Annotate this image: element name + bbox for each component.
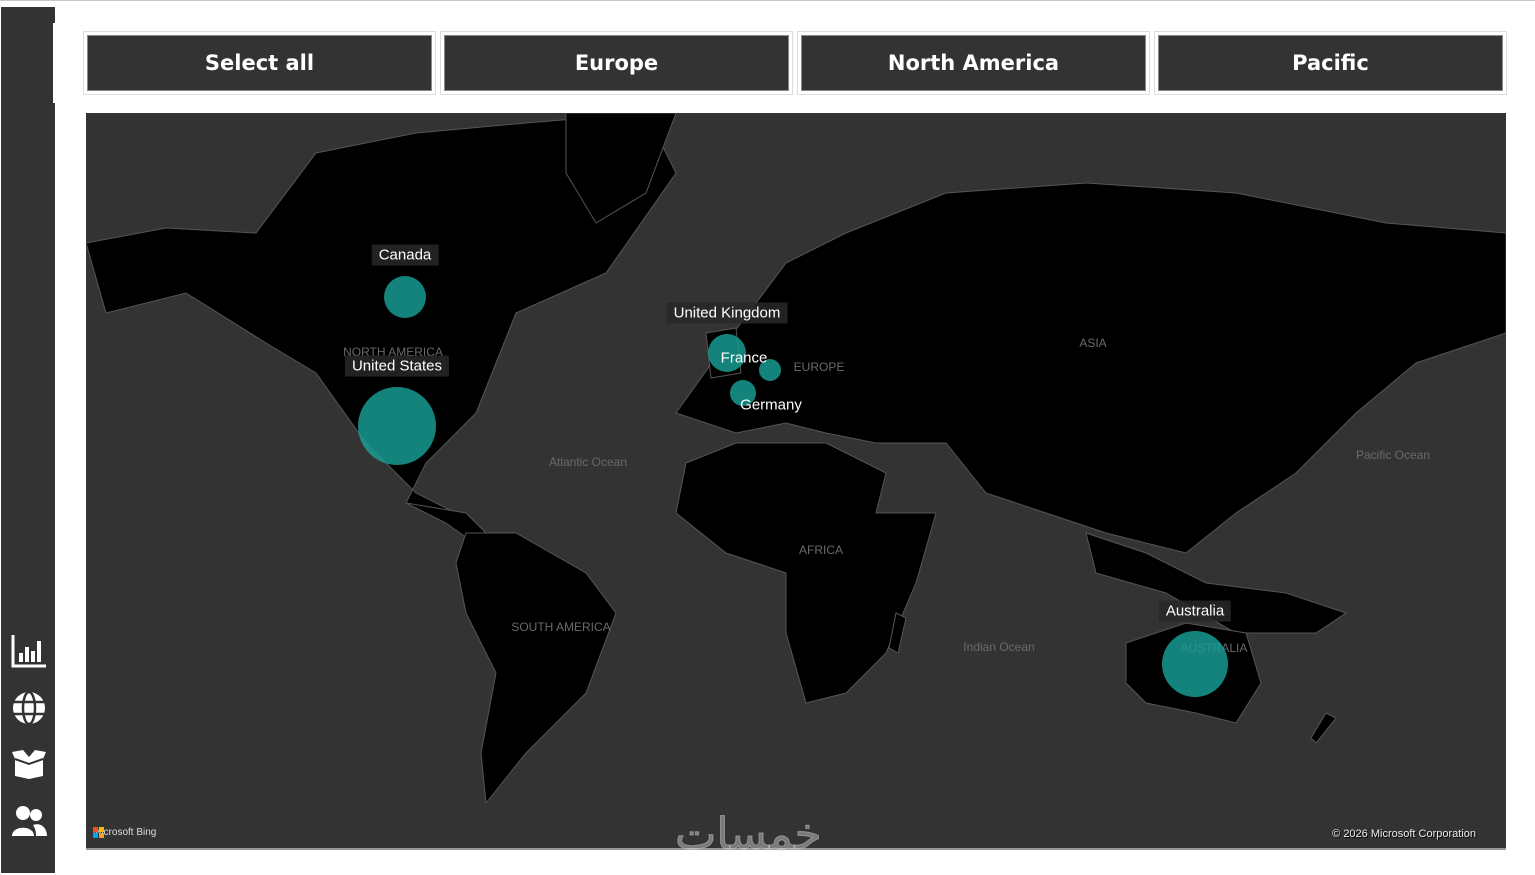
bubble-france[interactable] xyxy=(759,359,781,381)
region-label: Atlantic Ocean xyxy=(548,455,628,469)
region-label: AFRICA xyxy=(798,543,844,557)
africa-land xyxy=(675,442,937,704)
region-label: EUROPE xyxy=(793,360,845,374)
north-america-button[interactable]: North America xyxy=(801,35,1146,91)
open-box-icon[interactable] xyxy=(10,745,48,783)
europe-asia-land xyxy=(675,182,1506,554)
bing-label: Microsoft Bing xyxy=(93,827,157,838)
world-map[interactable]: NORTH AMERICA Atlantic Ocean SOUTH AMERI… xyxy=(86,113,1506,850)
bubble-united-states[interactable] xyxy=(358,387,436,465)
region-label: Indian Ocean xyxy=(963,640,1035,654)
se-asia-land xyxy=(1085,532,1348,634)
copyright: © 2026 Microsoft Corporation xyxy=(1332,828,1476,840)
bubble-germany[interactable] xyxy=(730,380,756,406)
globe-icon[interactable] xyxy=(10,689,48,727)
bubble-label: Australia xyxy=(1158,600,1232,622)
bar-chart-icon[interactable] xyxy=(10,632,48,670)
new-zealand-land xyxy=(1310,712,1337,744)
south-america-land xyxy=(455,532,617,805)
bubble-label: United Kingdom xyxy=(666,302,788,324)
bubble-united-kingdom[interactable] xyxy=(708,334,746,372)
bing-logo: Microsoft Bing xyxy=(93,827,156,838)
continents xyxy=(86,113,1506,805)
region-label: Pacific Ocean xyxy=(1355,448,1431,462)
greenland-land xyxy=(565,113,677,224)
bubble-label: France xyxy=(720,349,768,367)
watermark: خمسات xyxy=(675,809,823,861)
region-label: ASIA xyxy=(1079,336,1107,350)
select-all-button[interactable]: Select all xyxy=(87,35,432,91)
north-america-land xyxy=(86,113,677,514)
bubble-label: Canada xyxy=(371,244,439,266)
region-slicer: Select all Europe North America Pacific xyxy=(83,31,1507,95)
sidebar xyxy=(1,7,56,873)
sidebar-notch xyxy=(53,23,56,103)
pacific-button[interactable]: Pacific xyxy=(1158,35,1503,91)
bubble-canada[interactable] xyxy=(384,276,426,318)
region-label: SOUTH AMERICA xyxy=(511,620,611,634)
madagascar-land xyxy=(888,612,907,654)
microsoft-logo-icon xyxy=(93,827,104,838)
users-icon[interactable] xyxy=(10,802,48,840)
bubble-australia[interactable] xyxy=(1162,631,1228,697)
bubble-label: Germany xyxy=(740,396,802,414)
bubble-label: United States xyxy=(344,355,450,377)
europe-button[interactable]: Europe xyxy=(444,35,789,91)
